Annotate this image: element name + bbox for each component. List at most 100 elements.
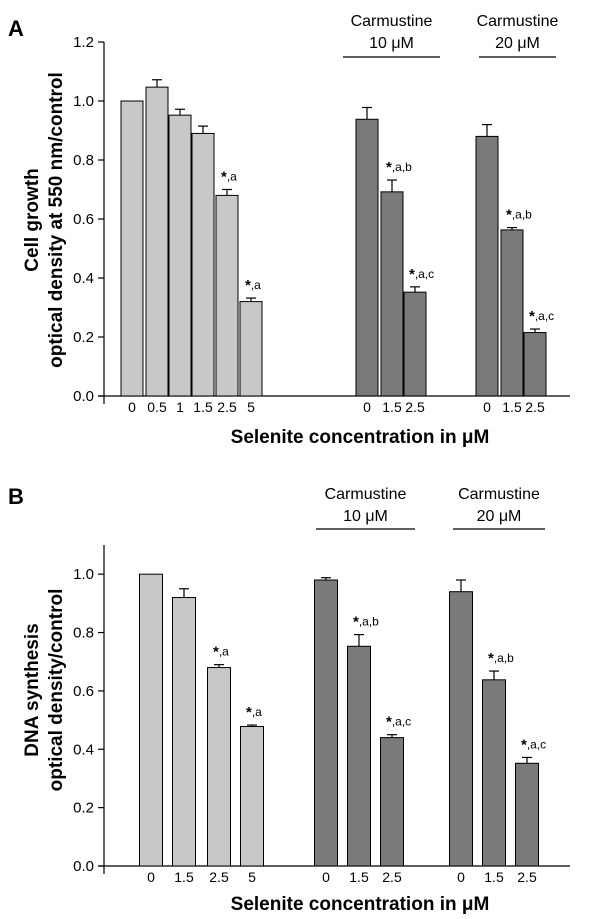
panel-a-bar — [403, 291, 427, 397]
panel-b-group-label-name: Carmustine — [458, 486, 540, 503]
significance-letters: ,a — [227, 170, 237, 184]
panel-b-bar — [515, 762, 539, 867]
panel-a-bar — [120, 100, 144, 397]
panel-b-x-tick-label: 0 — [322, 869, 330, 885]
panel-a-group-label-dose: 10 μM — [369, 35, 414, 52]
panel-b-y-tick-label: 0.4 — [73, 741, 94, 758]
significance-letters: ,a — [251, 278, 261, 292]
panel-b-plot: 0.00.20.40.60.81.00 1.5*,a2.5*,a5 0*,a,b1.… — [73, 486, 570, 885]
panel-a-y-tick-label: 0.4 — [73, 270, 94, 287]
significance-letters: ,a,c — [415, 267, 434, 281]
panel-a-bar — [500, 229, 524, 397]
panel-a-significance-label: *,a — [245, 277, 261, 294]
significance-star: * — [521, 736, 527, 753]
panel-b-bar — [207, 667, 231, 867]
panel-a-bar — [145, 86, 169, 397]
panel-a-x-tick-label: 1 — [176, 399, 184, 415]
significance-letters: ,a — [219, 645, 229, 659]
significance-star: * — [386, 714, 392, 731]
panel-a-bar — [191, 132, 215, 397]
significance-letters: ,a,c — [535, 309, 554, 323]
panel-a-x-tick-label: 0 — [128, 399, 136, 415]
panel-b-x-tick-label: 2.5 — [209, 869, 229, 885]
panel-b-xlabel: Selenite concentration in μM — [231, 894, 490, 915]
panel-a-bar — [523, 332, 547, 397]
significance-star: * — [353, 614, 359, 631]
panel-b-y-tick-label: 1.0 — [73, 566, 94, 583]
panel-a-plot: 0.00.20.40.60.81.01.20 0.5 1 1.5*,a2.5*,a5 0… — [73, 13, 570, 415]
significance-letters: ,a,b — [512, 208, 532, 222]
panel-b-bar — [482, 679, 506, 867]
panel-b-group-label-dose: 10 μM — [343, 508, 388, 525]
panel-a-y-tick-label: 1.0 — [73, 93, 94, 110]
panel-b-ylabel-line1: DNA synthesis — [22, 623, 43, 756]
panel-a-y-tick-label: 0.2 — [73, 329, 94, 346]
panel-b-significance-label: *,a,b — [353, 614, 379, 631]
panel-a-x-tick-label: 1.5 — [502, 399, 522, 415]
panel-a-x-tick-label: 1.5 — [382, 399, 402, 415]
significance-letters: ,a,c — [392, 715, 411, 729]
panel-b-group-label-name: Carmustine — [325, 486, 407, 503]
panel-a-x-tick-label: 5 — [247, 399, 255, 415]
panel-b-bar — [449, 591, 473, 867]
panel-b-x-tick-label: 2.5 — [382, 869, 402, 885]
panel-b-significance-label: *,a — [246, 704, 262, 721]
significance-letters: ,a,b — [392, 160, 412, 174]
panel-a-letter: A — [8, 16, 24, 41]
panel-a-significance-label: *,a — [221, 169, 237, 186]
panel-b-x-tick-label: 5 — [248, 869, 256, 885]
panel-a-x-tick-label: 0 — [363, 399, 371, 415]
significance-star: * — [386, 159, 392, 176]
panel-a-xlabel: Selenite concentration in μM — [231, 427, 490, 448]
significance-letters: ,a — [252, 705, 262, 719]
panel-b-bar — [240, 726, 264, 867]
panel-a-x-tick-label: 2.5 — [525, 399, 545, 415]
panel-b-bar — [347, 645, 371, 867]
panel-a-ylabel-line1: Cell growth — [22, 168, 43, 271]
panel-b-significance-label: *,a,c — [386, 714, 411, 731]
panel-a-x-tick-label: 2.5 — [405, 399, 425, 415]
significance-star: * — [506, 207, 512, 224]
panel-a-significance-label: *,a,b — [506, 207, 532, 224]
panel-a-x-tick-label: 1.5 — [193, 399, 213, 415]
significance-star: * — [246, 704, 252, 721]
panel-b-x-tick-label: 0 — [147, 869, 155, 885]
panel-b-y-tick-label: 0.8 — [73, 625, 94, 642]
significance-star: * — [221, 169, 227, 186]
panel-b-y-tick-label: 0.6 — [73, 683, 94, 700]
panel-b-significance-label: *,a,b — [488, 650, 514, 667]
panel-a-y-tick-label: 1.2 — [73, 34, 94, 51]
panel-b-ylabel-line2: optical density/control — [46, 589, 67, 792]
panel-a-x-tick-label: 0 — [483, 399, 491, 415]
panel-a-x-tick-label: 2.5 — [217, 399, 237, 415]
panel-b-significance-label: *,a,c — [521, 736, 546, 753]
panel-b-x-tick-label: 1.5 — [174, 869, 194, 885]
panel-a-bar — [475, 135, 499, 397]
significance-star: * — [529, 308, 535, 325]
panel-b-x-tick-label: 1.5 — [349, 869, 369, 885]
panel-b-bar — [380, 737, 404, 867]
panel-b-letter: B — [8, 484, 24, 509]
significance-letters: ,a,c — [527, 737, 546, 751]
panel-b-y-tick-label: 0.2 — [73, 800, 94, 817]
panel-b-y-tick-label: 0.0 — [73, 858, 94, 875]
panel-a-y-tick-label: 0.0 — [73, 388, 94, 405]
panel-a-bar — [239, 301, 263, 397]
significance-star: * — [488, 650, 494, 667]
panel-a-group-label-name: Carmustine — [477, 13, 559, 30]
significance-star: * — [245, 277, 251, 294]
panel-a-ylabel-line2: optical density at 550 nm/control — [46, 72, 67, 368]
panel-a-group-label-name: Carmustine — [351, 13, 433, 30]
panel-a-significance-label: *,a,c — [529, 308, 554, 325]
panel-a-y-tick-label: 0.8 — [73, 152, 94, 169]
panel-a-significance-label: *,a,c — [409, 266, 434, 283]
panel-a-bar — [168, 114, 192, 397]
panel-a-bar — [215, 194, 239, 397]
panel-b-x-tick-label: 1.5 — [484, 869, 504, 885]
panel-b-significance-label: *,a — [213, 644, 229, 661]
panel-b-x-tick-label: 0 — [457, 869, 465, 885]
significance-star: * — [409, 266, 415, 283]
panel-a-x-tick-label: 0.5 — [147, 399, 167, 415]
panel-a-group-label-dose: 20 μM — [495, 35, 540, 52]
